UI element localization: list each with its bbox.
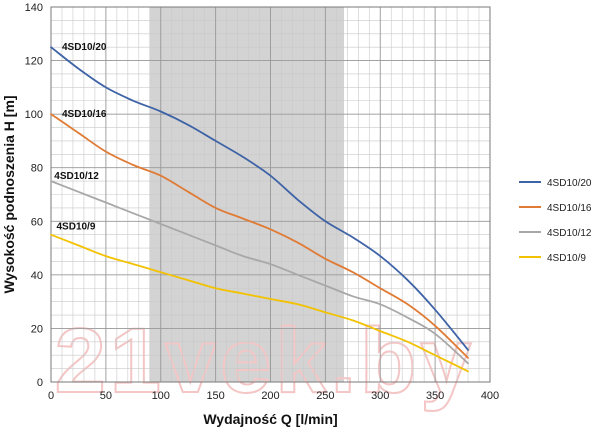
legend-label: 4SD10/12 (547, 228, 592, 239)
watermark-text: 21vek.by (55, 310, 476, 412)
series-line-4sd10-9 (50, 233, 469, 373)
plot-frame (50, 6, 491, 383)
series-line-4sd10-12 (50, 180, 469, 365)
curve-label: 4SD10/12 (54, 171, 99, 182)
y-tick-label: 0 (37, 377, 43, 389)
x-tick-label: 350 (426, 390, 444, 402)
x-tick-label: 300 (371, 390, 389, 402)
legend-label: 4SD10/20 (547, 178, 592, 189)
curve-label: 4SD10/16 (62, 109, 107, 120)
x-axis-title: Wydajność Q [l/min] (203, 411, 337, 427)
curve-label: 4SD10/20 (62, 42, 107, 53)
x-tick-label: 0 (48, 390, 54, 402)
x-tick-label: 150 (206, 390, 224, 402)
y-tick-label: 60 (31, 216, 43, 228)
x-tick-label: 200 (261, 390, 279, 402)
y-tick-label: 140 (25, 2, 43, 14)
y-tick-label: 100 (25, 109, 43, 121)
series-line-4sd10-20 (50, 46, 469, 351)
y-tick-label: 40 (31, 270, 43, 282)
y-tick-label: 20 (31, 323, 43, 335)
curve-label: 4SD10/9 (56, 222, 95, 233)
y-tick-label: 120 (25, 56, 43, 68)
x-tick-label: 50 (100, 390, 112, 402)
y-tick-label: 80 (31, 163, 43, 175)
y-axis-title: Wysokość podnoszenia H [m] (1, 95, 17, 293)
x-tick-label: 250 (316, 390, 334, 402)
legend-label: 4SD10/9 (547, 253, 586, 264)
x-tick-label: 100 (152, 390, 170, 402)
legend-label: 4SD10/16 (547, 203, 592, 214)
x-tick-label: 400 (481, 390, 499, 402)
series-line-4sd10-16 (50, 113, 469, 359)
